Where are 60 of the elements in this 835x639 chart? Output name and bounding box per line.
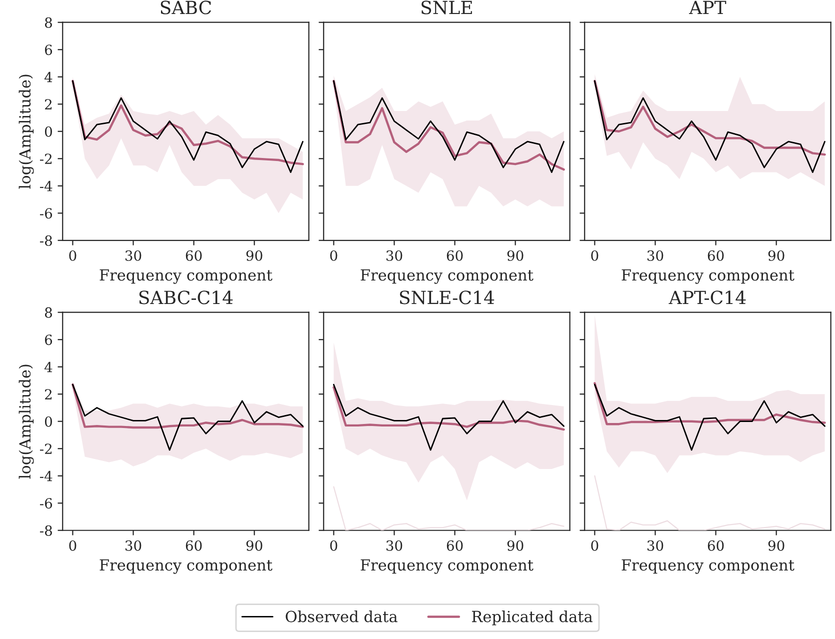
y-tick-label: -6: [40, 208, 52, 219]
x-tick-label: 60: [186, 540, 202, 551]
x-tick-label: 90: [246, 250, 262, 261]
x-tick-label: 90: [507, 540, 524, 551]
x-tick-label: 30: [125, 540, 142, 551]
x-tick-label: 30: [647, 540, 664, 551]
x-tick-label: 90: [768, 250, 784, 261]
x-axis-title: Frequency component: [622, 559, 794, 574]
x-axis-title: Frequency component: [360, 559, 534, 574]
x-tick-label: 60: [708, 540, 724, 551]
y-tick-label: 6: [44, 334, 52, 346]
y-axis-title: log(Amplitude): [18, 74, 34, 189]
x-tick-label: 0: [591, 250, 598, 261]
chart-title: APT: [688, 0, 726, 14]
y-tick-label: -2: [40, 154, 52, 164]
y-tick-label: 0: [44, 126, 52, 137]
y-tick-label: -4: [40, 470, 52, 482]
x-tick-label: 90: [246, 540, 262, 551]
x-axis-title: Frequency component: [100, 559, 272, 574]
x-tick-label: 30: [647, 250, 664, 261]
y-tick-label: 2: [45, 389, 52, 400]
x-tick-label: 0: [69, 250, 76, 261]
y-tick-label: -2: [40, 444, 52, 454]
x-axis-title: Frequency component: [622, 269, 794, 284]
chart-title: SABC-C14: [139, 290, 233, 304]
y-tick-label: -8: [40, 525, 52, 536]
y-tick-label: 2: [45, 99, 52, 110]
x-tick-label: 0: [330, 540, 338, 551]
y-tick-label: 4: [44, 72, 52, 82]
x-tick-label: 30: [386, 250, 402, 261]
x-tick-label: 60: [446, 250, 463, 261]
chart-title: SNLE: [422, 0, 472, 14]
chart-title: SABC: [160, 0, 212, 14]
y-tick-label: 4: [44, 362, 52, 372]
x-tick-label: 0: [591, 540, 598, 551]
legend-label: Replicated data: [472, 610, 592, 626]
x-tick-label: 0: [330, 250, 338, 261]
y-tick-label: 8: [44, 17, 52, 28]
x-axis-title: Frequency component: [100, 269, 272, 284]
y-tick-label: -8: [40, 235, 52, 246]
x-tick-label: 90: [768, 540, 784, 551]
y-tick-label: -4: [40, 180, 52, 192]
x-tick-label: 90: [507, 250, 524, 261]
x-tick-label: 60: [446, 540, 463, 551]
x-tick-label: 30: [386, 540, 402, 551]
line-series: [72, 383, 304, 429]
line-series: [72, 384, 304, 451]
y-axis-title: log(Amplitude): [18, 364, 34, 479]
x-tick-label: 60: [708, 250, 724, 261]
y-tick-label: 6: [44, 44, 52, 56]
chart-title: APT-C14: [668, 290, 746, 304]
x-axis-title: Frequency component: [360, 269, 534, 284]
x-tick-label: 0: [69, 540, 76, 551]
x-tick-label: 60: [186, 250, 202, 261]
legend-label: Observed data: [286, 610, 398, 622]
y-tick-label: 0: [44, 416, 52, 427]
y-tick-label: -6: [40, 498, 52, 509]
chart-title: SNLE-C14: [400, 290, 494, 304]
y-tick-label: 8: [44, 307, 52, 318]
x-tick-label: 30: [125, 250, 142, 261]
